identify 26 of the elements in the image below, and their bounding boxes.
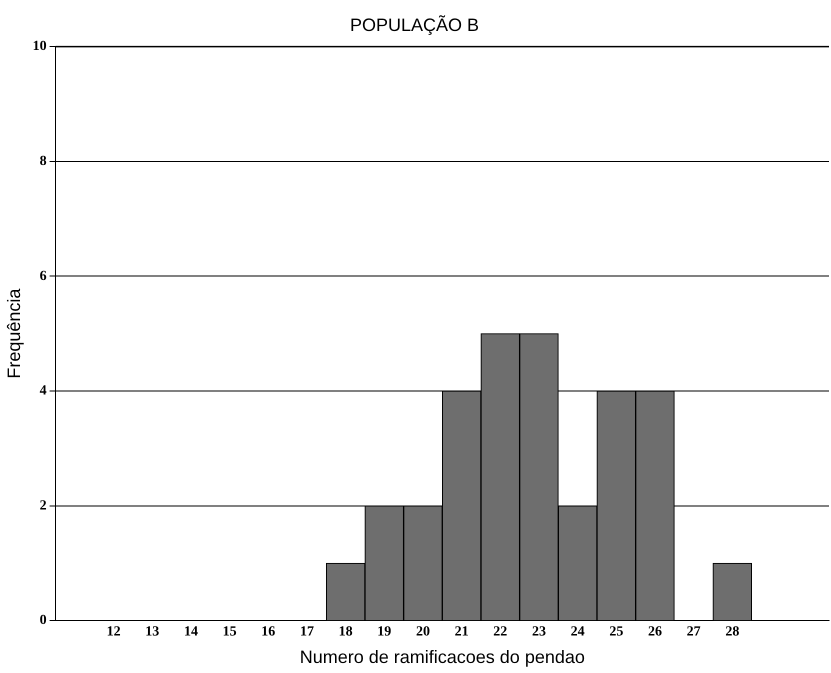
y-tick-label: 6 — [40, 268, 47, 284]
x-tick-label: 23 — [532, 624, 546, 640]
x-tick-label: 17 — [300, 624, 314, 640]
x-tick-label: 16 — [261, 624, 276, 640]
x-tick-label: 26 — [648, 624, 662, 640]
x-tick-label: 25 — [609, 624, 624, 640]
x-tick-label: 18 — [338, 624, 353, 640]
x-tick-label: 27 — [686, 624, 701, 640]
y-tick-label: 10 — [32, 39, 47, 54]
x-tick-label: 15 — [222, 624, 237, 640]
x-tick-label: 28 — [725, 624, 740, 640]
y-tick-label: 4 — [40, 384, 47, 399]
y-tick-label: 8 — [40, 154, 47, 170]
x-tick-label: 21 — [454, 624, 469, 640]
x-tick-label: 14 — [184, 624, 198, 640]
x-tick-label: 22 — [493, 624, 508, 640]
x-tick-label: 13 — [145, 624, 160, 640]
y-tick-label: 2 — [40, 498, 47, 514]
x-axis-title: Numero de ramificacoes do pendao — [300, 647, 585, 668]
x-tick-label: 20 — [416, 624, 430, 640]
chart-title: POPULAÇÃO B — [350, 14, 480, 35]
x-tick-label: 12 — [106, 624, 121, 640]
x-tick-label: 24 — [570, 624, 585, 640]
y-axis-title: Frequência — [4, 288, 24, 379]
x-tick-label: 19 — [377, 624, 392, 640]
y-tick-label: 0 — [40, 613, 47, 628]
